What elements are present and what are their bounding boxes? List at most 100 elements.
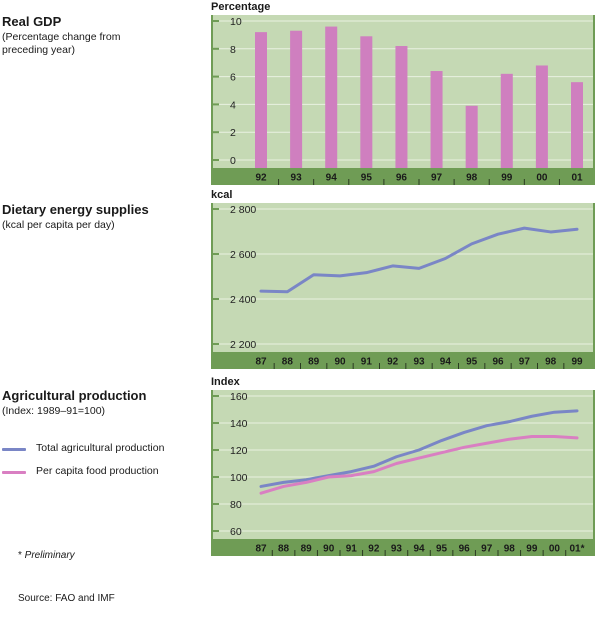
- chart2-y-axis-line: [211, 203, 213, 352]
- chart3-y-tick-label: 160: [230, 391, 248, 403]
- chart1-bar: [255, 32, 267, 169]
- chart3-x-tick-label: 91: [346, 544, 358, 555]
- chart3-x-tick-label: 90: [323, 544, 335, 555]
- energy-title: Dietary energy supplies: [2, 202, 149, 217]
- legend-swatch-total: [2, 448, 26, 451]
- chart1-x-tick-label: 93: [291, 173, 303, 184]
- chart1-y-tick-label: 6: [230, 72, 236, 84]
- chart2-x-tick-label: 95: [466, 357, 478, 368]
- chart3-x-tick-label: 01*: [569, 544, 584, 555]
- chart1-bar: [571, 82, 583, 168]
- chart1-y-tick-label: 2: [230, 127, 236, 139]
- chart2-y-tick-label: 2 600: [230, 249, 256, 261]
- chart1-y-tick-label: 8: [230, 44, 236, 56]
- source-note: Source: FAO and IMF: [18, 593, 115, 604]
- chart1-y-tick-label: 10: [230, 16, 242, 28]
- chart1-bar: [290, 30, 303, 169]
- chart1-bar: [430, 71, 443, 168]
- chart1-bar: [500, 73, 513, 168]
- chart3-x-tick-label: 95: [436, 544, 448, 555]
- gdp-subtitle-line2: preceding year): [2, 44, 75, 56]
- chart1-group: 0 2 4 6 8 10 92 93 94 95 96 97 98 99 00 01: [211, 15, 595, 185]
- chart3-x-tick-label: 97: [481, 544, 493, 555]
- energy-unit-label: kcal: [211, 189, 233, 201]
- chart2-x-tick-label: 91: [361, 357, 373, 368]
- chart2-y-tick-label: 2 200: [230, 339, 256, 351]
- footnote-text: Preliminary: [24, 550, 75, 561]
- chart3-right-border: [593, 390, 595, 539]
- chart1-bar: [395, 46, 408, 168]
- chart2-x-tick-label: 87: [255, 357, 267, 368]
- chart1-x-tick-label: 96: [396, 173, 408, 184]
- chart2-x-tick-label: 96: [492, 357, 504, 368]
- chart3-series-line-2: [259, 435, 579, 495]
- chart2-x-axis-band: [211, 352, 595, 369]
- chart3-x-tick-label: 93: [391, 544, 403, 555]
- chart3-series-line-1: [259, 409, 579, 488]
- chart3-group: 60 80 100 120 140 160 87 88 89 90 91 92 93 94 95 96 97 98…: [211, 390, 595, 556]
- chart2-x-tick-label: 88: [282, 357, 294, 368]
- chart1-y-tick-label: 0: [230, 155, 236, 167]
- chart2-plot-background: [211, 203, 595, 352]
- chart1-bar: [325, 26, 338, 169]
- chart1-x-tick-label: 01: [571, 173, 583, 184]
- chart1-y-tick-label: 4: [230, 99, 236, 111]
- chart3-x-tick-label: 94: [413, 544, 425, 555]
- chart3-y-tick-label: 100: [230, 472, 248, 484]
- chart1-x-tick-label: 92: [255, 173, 267, 184]
- footnote: * Preliminary: [18, 550, 75, 561]
- agri-subtitle: (Index: 1989–91=100): [2, 405, 106, 417]
- chart3-x-tick-label: 98: [504, 544, 516, 555]
- chart1-bar: [535, 65, 548, 168]
- gdp-unit-label: Percentage: [211, 1, 271, 13]
- chart1-x-tick-label: 94: [326, 173, 338, 184]
- chart1-x-tick-label: 98: [466, 173, 478, 184]
- legend-label-total: Total agricultural production: [36, 442, 165, 454]
- chart3-y-tick-label: 120: [230, 445, 248, 457]
- chart1-bar: [465, 105, 478, 168]
- legend-swatch-per-capita: [2, 471, 26, 474]
- chart3-x-tick-label: 88: [278, 544, 290, 555]
- chart3-y-axis-line: [211, 390, 213, 539]
- chart2-y-tick-label: 2 400: [230, 294, 256, 306]
- chart3-x-axis-band: [211, 539, 595, 556]
- chart3-x-tick-label: 00: [549, 544, 561, 555]
- chart1-right-border: [593, 15, 595, 168]
- chart3-x-tick-label: 87: [255, 544, 267, 555]
- chart3-x-tick-label: 89: [301, 544, 313, 555]
- chart1-x-axis-band: [211, 168, 595, 185]
- agri-unit-label: Index: [211, 376, 240, 388]
- chart1-x-tick-label: 97: [431, 173, 443, 184]
- chart2-series-line-1: [259, 226, 579, 294]
- chart3-y-tick-label: 60: [230, 526, 242, 538]
- chart3-y-tick-label: 140: [230, 418, 248, 430]
- chart3-x-tick-label: 99: [526, 544, 538, 555]
- footnote-marker: *: [18, 550, 25, 561]
- gdp-title: Real GDP: [2, 14, 62, 29]
- energy-subtitle: (kcal per capita per day): [2, 219, 115, 231]
- chart3-x-tick-label: 92: [368, 544, 380, 555]
- chart2-x-tick-label: 94: [440, 357, 452, 368]
- chart3-x-tick-label: 96: [459, 544, 471, 555]
- chart1-y-axis-line: [211, 15, 213, 168]
- chart2-x-tick-label: 97: [519, 357, 531, 368]
- chart2-x-tick-label: 99: [571, 357, 583, 368]
- gdp-subtitle-line1: (Percentage change from: [2, 31, 121, 43]
- agri-title: Agricultural production: [2, 388, 147, 403]
- chart2-y-tick-label: 2 800: [230, 204, 256, 216]
- chart1-x-tick-label: 00: [536, 173, 548, 184]
- chart2-group: 2 200 2 400 2 600 2 800 87 88 89 90 91 92 93 94 95 96…: [211, 203, 595, 369]
- chart2-x-tick-label: 98: [545, 357, 557, 368]
- chart3-plot-background: [211, 390, 595, 539]
- chart2-x-tick-label: 90: [334, 357, 346, 368]
- chart2-x-tick-label: 89: [308, 357, 320, 368]
- chart2-x-tick-label: 93: [413, 357, 425, 368]
- chart1-bar: [360, 36, 373, 168]
- chart2-right-border: [593, 203, 595, 352]
- legend-label-per-capita: Per capita food production: [36, 465, 159, 477]
- chart2-x-tick-label: 92: [387, 357, 399, 368]
- chart1-x-tick-label: 99: [501, 173, 513, 184]
- chart3-y-tick-label: 80: [230, 499, 242, 511]
- chart1-x-tick-label: 95: [361, 173, 373, 184]
